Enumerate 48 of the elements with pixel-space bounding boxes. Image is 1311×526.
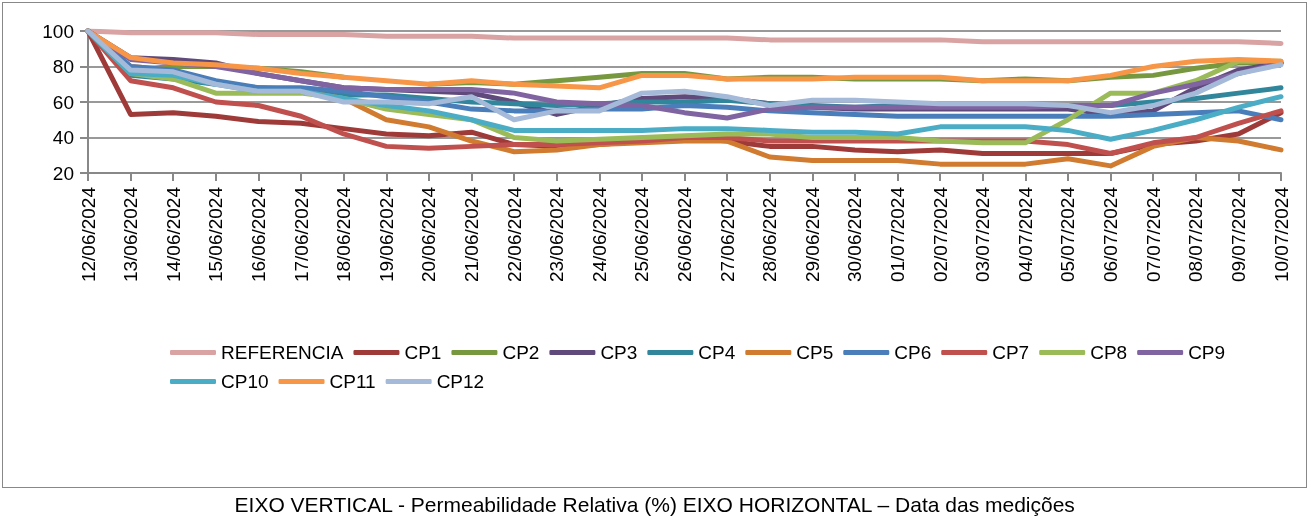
legend-label: CP9: [1188, 342, 1226, 363]
x-tick-label: 07/07/2024: [1142, 186, 1164, 283]
x-tick-label: 15/06/2024: [205, 186, 227, 283]
text: EIXO VERTICAL - Permeabilidade Relativa (%) EIXO HORIZONTAL – Data das medições: [234, 493, 1075, 516]
x-tick-label: 06/07/2024: [1100, 186, 1122, 283]
x-tick-label: 27/06/2024: [716, 186, 738, 283]
x-tick-label: 22/06/2024: [503, 186, 525, 283]
legend-label: CP5: [796, 342, 834, 363]
x-tick-label: 21/06/2024: [460, 186, 482, 283]
legend-label: CP3: [600, 342, 638, 363]
legend-label: CP7: [992, 342, 1030, 363]
x-tick-label: 13/06/2024: [120, 186, 142, 283]
x-tick-label: 04/07/2024: [1014, 186, 1036, 283]
x-tick-label: 26/06/2024: [674, 186, 695, 283]
legend-label: CP10: [221, 371, 269, 392]
y-tick-label: 60: [52, 91, 74, 113]
legend-label: CP6: [894, 342, 932, 363]
x-tick-label: 20/06/2024: [418, 186, 440, 283]
x-tick-label: 25/06/2024: [631, 186, 653, 283]
x-tick-label: 14/06/2024: [162, 186, 184, 283]
y-tick-label: 100: [42, 20, 74, 42]
x-tick-label: 19/06/2024: [375, 186, 397, 283]
x-tick-label: 30/06/2024: [844, 186, 866, 283]
y-tick-label: 40: [52, 127, 74, 148]
legend-label: REFERENCIA: [221, 342, 344, 363]
legend-label: CP2: [502, 342, 540, 363]
legend-label: CP1: [404, 342, 442, 363]
x-tick-label: 28/06/2024: [759, 186, 781, 283]
legend-label: CP11: [329, 371, 376, 392]
x-tick-label: 16/06/2024: [247, 186, 269, 283]
x-tick-label: 01/07/2024: [887, 186, 909, 283]
x-tick-label: 17/06/2024: [290, 186, 312, 283]
x-tick-label: 29/06/2024: [801, 186, 823, 283]
x-tick-label: 08/07/2024: [1185, 186, 1207, 283]
legend-label: CP12: [436, 371, 485, 392]
legend-label: CP4: [698, 342, 736, 363]
x-tick-label: 02/07/2024: [929, 186, 951, 283]
legend-label: CP8: [1090, 342, 1128, 363]
x-tick-label: 10/07/2024: [1270, 186, 1292, 283]
x-tick-label: 18/06/2024: [333, 186, 355, 283]
x-tick-label: 05/07/2024: [1057, 186, 1079, 283]
y-tick-label: 80: [52, 56, 74, 77]
x-tick-label: 23/06/2024: [546, 186, 568, 283]
x-tick-label: 03/07/2024: [972, 186, 994, 283]
x-tick-label: 12/06/2024: [77, 186, 99, 283]
y-tick-label: 20: [52, 162, 74, 184]
x-tick-label: 24/06/2024: [588, 186, 610, 283]
x-tick-label: 09/07/2024: [1227, 186, 1249, 283]
